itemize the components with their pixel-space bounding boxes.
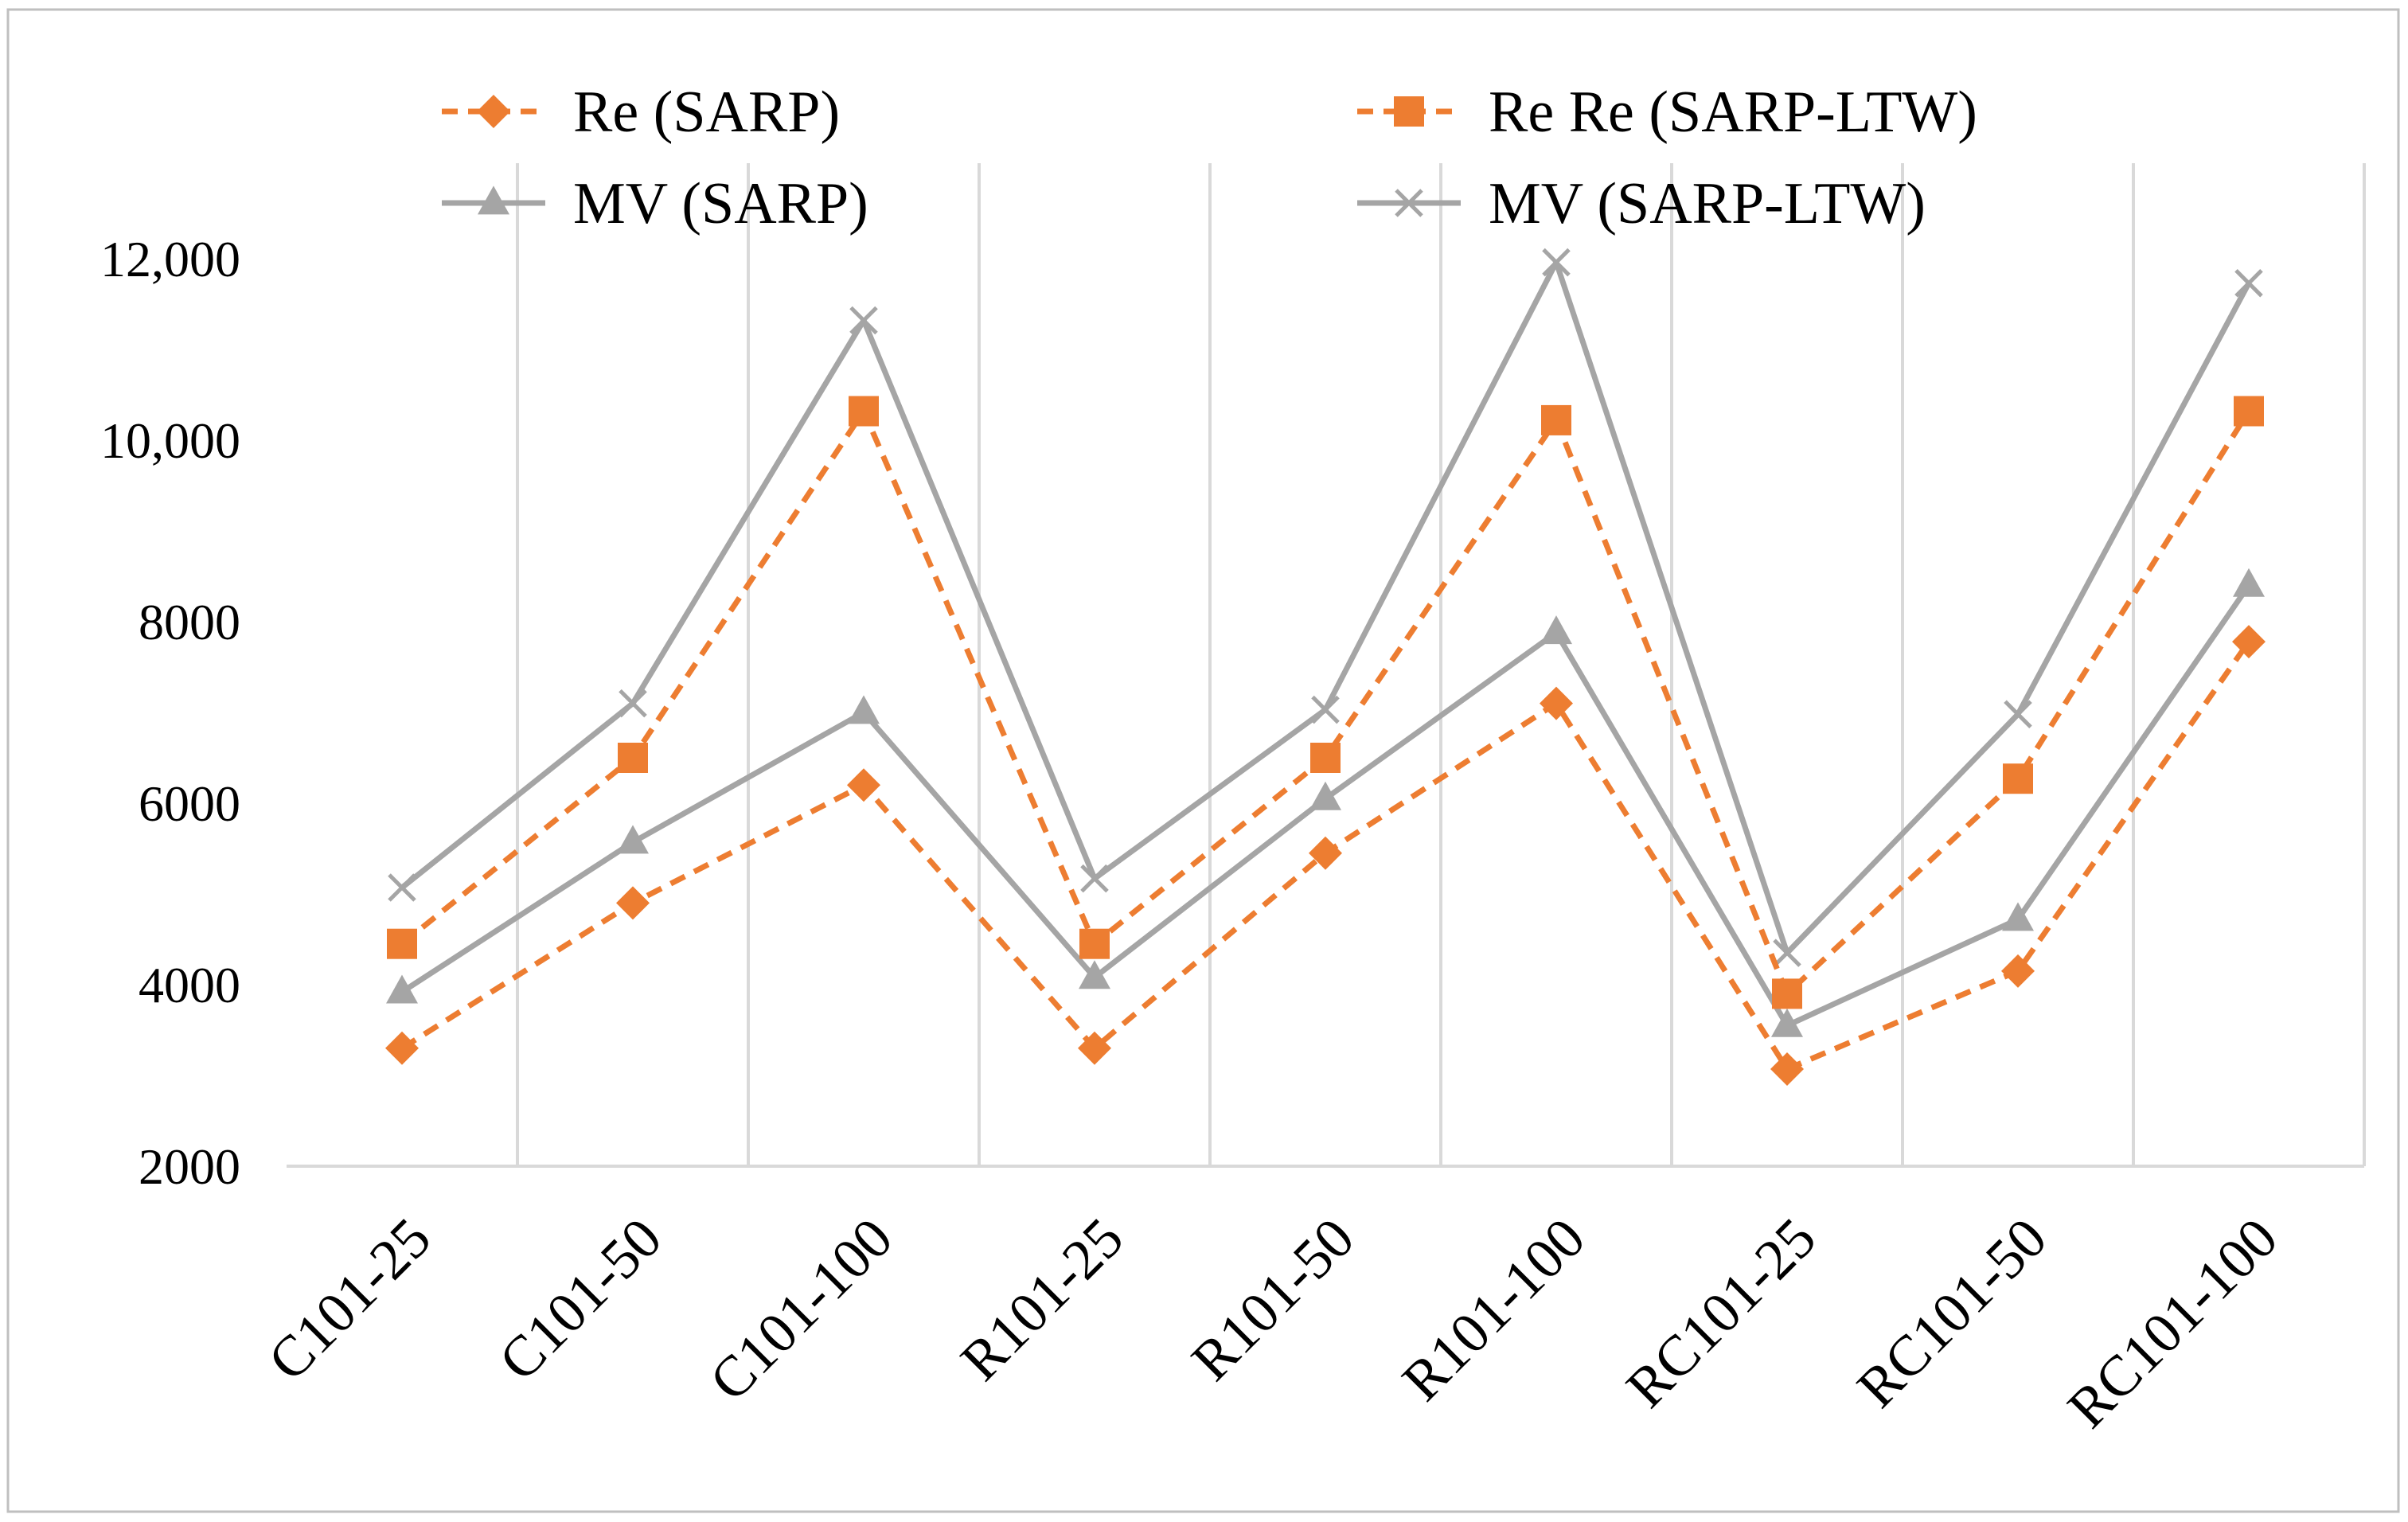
legend-marker-x [1395, 189, 1423, 217]
y-tick-label: 4000 [139, 957, 240, 1013]
legend-item-mv-sarp: MV (SARP) [442, 171, 868, 236]
data-point-mv-sarp [617, 825, 649, 854]
y-tick-label: 2000 [139, 1138, 240, 1195]
y-tick-label: 8000 [139, 594, 240, 650]
data-point-re-re-sarp-ltw [1310, 743, 1341, 773]
data-point-mv-sarp [2002, 902, 2034, 931]
legend: Re (SARP) Re Re (SARP-LTW) MV (SARP) MV (SA… [442, 80, 1977, 236]
x-tick-label-c101-25: C101-25 [256, 1206, 443, 1393]
data-point-mv-sarp-ltw [1080, 864, 1109, 893]
data-point-mv-sarp-ltw [2234, 269, 2263, 298]
series-layer [385, 248, 2266, 1087]
data-point-re-re-sarp-ltw [618, 743, 648, 773]
data-point-re-sarp [1770, 1052, 1804, 1087]
data-point-mv-sarp [2233, 568, 2265, 597]
data-point-mv-sarp [1540, 615, 1572, 645]
x-tick-label-rc101-50: RC101-50 [1845, 1206, 2059, 1420]
legend-item-re-re-sarp-ltw: Re Re (SARP-LTW) [1357, 80, 1977, 145]
data-point-re-sarp [385, 1031, 419, 1065]
series-re-sarp [385, 625, 2266, 1087]
data-point-mv-sarp-ltw [619, 689, 647, 718]
data-point-re-sarp [1540, 686, 1573, 720]
legend-label: MV (SARP-LTW) [1489, 171, 1926, 236]
legend-item-mv-sarp-ltw: MV (SARP-LTW) [1357, 171, 1926, 236]
y-tick-label: 12,000 [100, 231, 240, 287]
data-point-re-re-sarp-ltw [1079, 928, 1110, 959]
x-tick-label-c101-50: C101-50 [487, 1206, 674, 1393]
data-point-mv-sarp-ltw [1773, 939, 1801, 967]
data-point-mv-sarp-ltw [388, 873, 416, 902]
x-axis-ticks: C101-25 C101-50 C101-100 R101-25 R101-50 R101… [256, 1206, 2290, 1440]
data-point-mv-sarp [1771, 1008, 1803, 1037]
data-point-re-re-sarp-ltw [849, 396, 879, 427]
legend-marker-diamond [477, 95, 510, 128]
data-point-mv-sarp [1079, 960, 1110, 989]
legend-item-re-sarp: Re (SARP) [442, 80, 840, 145]
x-tick-label-r101-25: R101-25 [949, 1206, 1136, 1393]
vertical-gridlines [516, 163, 2366, 1166]
y-axis-ticks: 2000 4000 6000 8000 10,000 12,000 [100, 231, 240, 1195]
data-point-re-sarp [2232, 625, 2266, 659]
data-point-mv-sarp [386, 974, 418, 1004]
y-tick-label: 10,000 [100, 412, 240, 469]
x-tick-label-rc101-100: RC101-100 [2055, 1206, 2289, 1440]
data-point-mv-sarp-ltw [849, 306, 878, 335]
x-tick-label-rc101-25: RC101-25 [1614, 1206, 1828, 1420]
data-point-mv-sarp [848, 695, 880, 724]
legend-marker-triangle [478, 185, 509, 215]
data-point-re-sarp [616, 886, 650, 920]
data-point-mv-sarp [1309, 781, 1341, 810]
data-point-re-re-sarp-ltw [387, 928, 417, 959]
data-point-re-re-sarp-ltw [1541, 404, 1571, 435]
legend-marker-square [1394, 96, 1424, 127]
series-re-re-sarp-ltw [387, 396, 2264, 1009]
data-point-mv-sarp-ltw [1542, 248, 1571, 277]
data-point-re-re-sarp-ltw [2003, 763, 2033, 794]
data-point-re-sarp [1309, 836, 1342, 870]
legend-label: Re Re (SARP-LTW) [1489, 80, 1977, 145]
data-point-re-sarp [1078, 1031, 1111, 1065]
x-tick-label-c101-100: C101-100 [697, 1206, 904, 1413]
data-point-re-sarp [2001, 954, 2035, 988]
data-point-re-re-sarp-ltw [1772, 978, 1802, 1009]
x-tick-label-r101-50: R101-50 [1180, 1206, 1367, 1393]
data-point-re-re-sarp-ltw [2234, 396, 2264, 427]
data-point-mv-sarp-ltw [1311, 695, 1340, 724]
data-point-mv-sarp-ltw [2004, 700, 2032, 729]
series-mv-sarp-ltw [388, 248, 2263, 967]
series-mv-sarp [386, 568, 2265, 1037]
y-tick-label: 6000 [139, 775, 240, 832]
legend-label: MV (SARP) [573, 171, 868, 236]
legend-label: Re (SARP) [573, 80, 840, 145]
x-tick-label-r101-100: R101-100 [1390, 1206, 1597, 1413]
series-line-re-re-sarp-ltw [400, 408, 2251, 997]
data-point-re-sarp [847, 768, 880, 802]
chart-frame [6, 8, 2400, 1513]
